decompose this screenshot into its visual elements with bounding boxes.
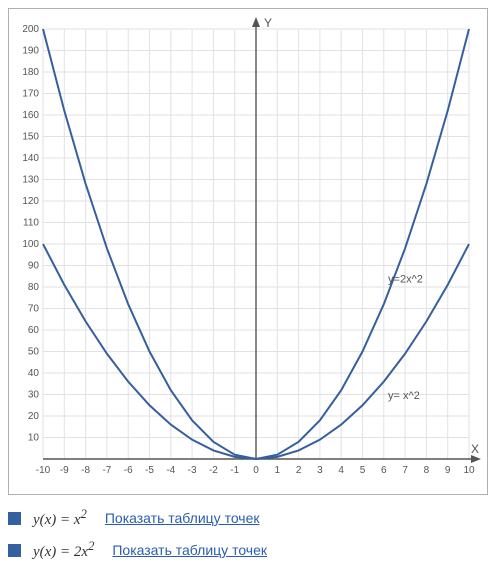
svg-text:140: 140 <box>22 153 39 164</box>
svg-text:8: 8 <box>424 465 430 476</box>
svg-text:190: 190 <box>22 46 39 57</box>
svg-text:6: 6 <box>381 465 387 476</box>
svg-text:2: 2 <box>296 465 302 476</box>
svg-text:60: 60 <box>28 325 40 336</box>
svg-text:10: 10 <box>28 433 40 444</box>
legend-swatch <box>8 544 21 557</box>
svg-text:170: 170 <box>22 89 39 100</box>
svg-text:-5: -5 <box>145 465 154 476</box>
svg-text:150: 150 <box>22 132 39 143</box>
svg-text:-8: -8 <box>81 465 90 476</box>
show-table-link-1[interactable]: Показать таблицу точек <box>105 510 260 526</box>
svg-text:9: 9 <box>445 465 451 476</box>
svg-text:50: 50 <box>28 347 40 358</box>
svg-text:-1: -1 <box>230 465 239 476</box>
svg-text:7: 7 <box>402 465 408 476</box>
legend-item: y(x) = 2x2 Показать таблицу точек <box>8 539 492 561</box>
legend-func-2: y(x) = 2x2 <box>33 539 94 561</box>
svg-text:-3: -3 <box>188 465 197 476</box>
svg-text:0: 0 <box>253 465 259 476</box>
legend-func-1: y(x) = x2 <box>33 507 87 529</box>
svg-text:80: 80 <box>28 282 40 293</box>
show-table-link-2[interactable]: Показать таблицу точек <box>112 542 267 558</box>
svg-text:100: 100 <box>22 239 39 250</box>
svg-text:40: 40 <box>28 368 40 379</box>
svg-text:-2: -2 <box>209 465 218 476</box>
parabola-chart: -10-9-8-7-6-5-4-3-2-10123456789101020304… <box>15 15 483 483</box>
svg-text:130: 130 <box>22 175 39 186</box>
svg-text:4: 4 <box>338 465 344 476</box>
svg-text:110: 110 <box>23 218 39 229</box>
svg-text:10: 10 <box>463 465 475 476</box>
chart-container: -10-9-8-7-6-5-4-3-2-10123456789101020304… <box>8 8 488 495</box>
svg-text:3: 3 <box>317 465 323 476</box>
svg-text:20: 20 <box>28 411 40 422</box>
svg-text:160: 160 <box>22 110 39 121</box>
legend-swatch <box>8 512 21 525</box>
svg-text:y=2x^2: y=2x^2 <box>388 274 423 286</box>
svg-text:-9: -9 <box>60 465 69 476</box>
svg-text:Y: Y <box>264 16 272 30</box>
svg-text:120: 120 <box>22 196 39 207</box>
svg-text:30: 30 <box>28 390 40 401</box>
svg-text:y= x^2: y= x^2 <box>388 390 420 402</box>
svg-text:90: 90 <box>28 261 40 272</box>
svg-text:-4: -4 <box>166 465 175 476</box>
svg-text:180: 180 <box>22 67 39 78</box>
legend-item: y(x) = x2 Показать таблицу точек <box>8 507 492 529</box>
svg-text:70: 70 <box>28 304 40 315</box>
svg-text:-7: -7 <box>102 465 111 476</box>
svg-text:200: 200 <box>22 24 39 35</box>
svg-text:X: X <box>471 442 479 456</box>
svg-text:1: 1 <box>275 465 281 476</box>
svg-text:-6: -6 <box>124 465 133 476</box>
svg-text:-10: -10 <box>36 465 51 476</box>
svg-text:5: 5 <box>360 465 366 476</box>
legend: y(x) = x2 Показать таблицу точек y(x) = … <box>8 507 492 561</box>
